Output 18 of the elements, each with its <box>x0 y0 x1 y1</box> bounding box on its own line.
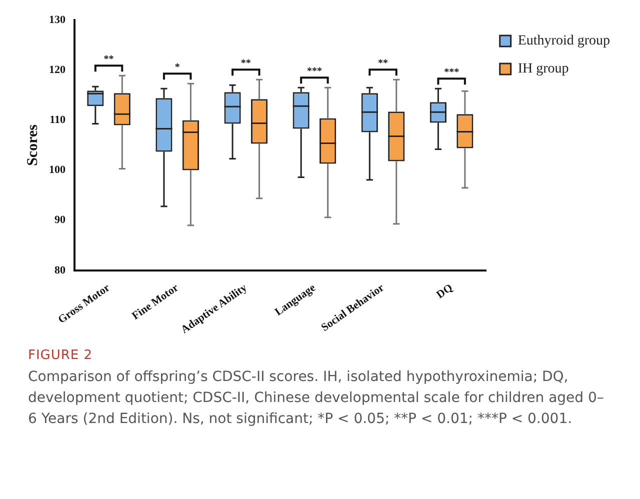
annotation: ** <box>104 54 114 66</box>
y-tick-label: 90 <box>54 214 66 226</box>
annotation: ** <box>378 58 388 70</box>
y-tick-label: 130 <box>49 14 66 26</box>
legend-label: IH group <box>518 62 569 77</box>
legend-label: Euthyroid group <box>518 34 610 49</box>
y-axis-title: Scores <box>24 124 41 166</box>
annotation: *** <box>444 67 460 78</box>
annotation: *** <box>306 66 322 78</box>
annotation: * <box>174 62 180 74</box>
y-tick-label: 110 <box>50 114 66 126</box>
annotation: ** <box>240 58 251 70</box>
caption: FIGURE 2 <box>28 348 94 363</box>
y-tick-label: 120 <box>49 64 66 76</box>
y-tick-label: 80 <box>54 264 66 276</box>
text: Comparison of offspring’s CDSC-II scores. IH, isolated hypothyroxinemia; DQ, development quotient; CDSC-II, Chinese developmental scale for children aged 0–6 Years (2nd Edition). Ns, not significant; *P < 0.05; **P < 0.01; ***P < 0.001. <box>28 368 605 429</box>
x-tick-label: DQ <box>434 282 456 302</box>
y-tick-label: 100 <box>49 164 66 176</box>
